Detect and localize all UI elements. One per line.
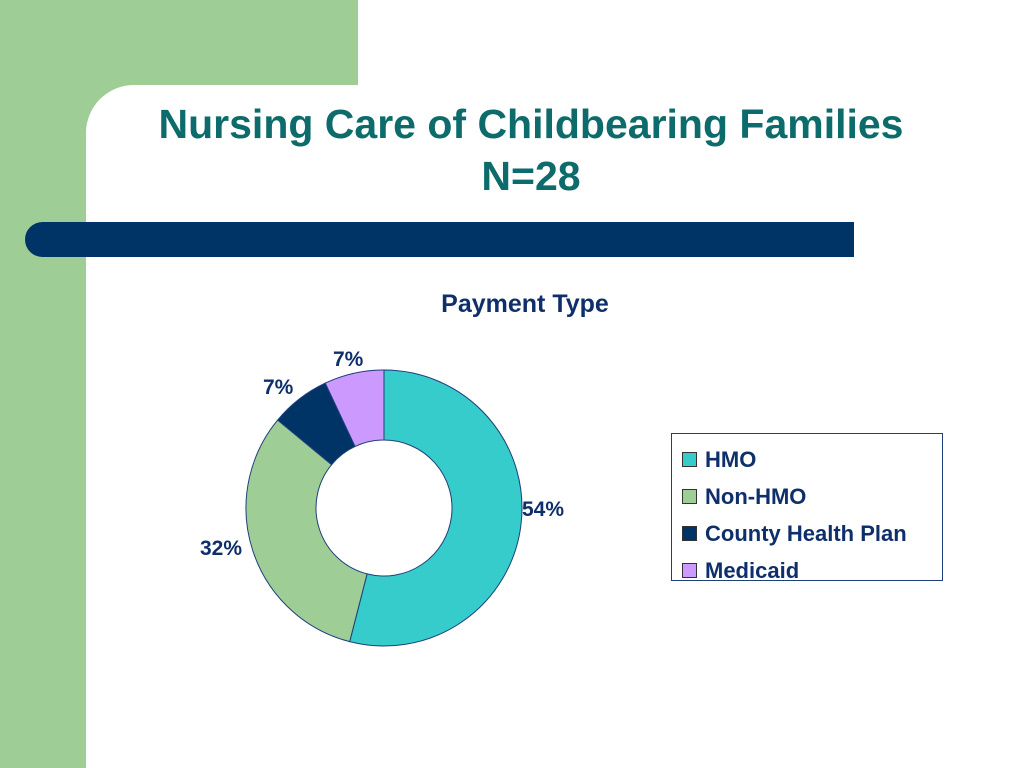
legend-swatch-county-health-plan — [682, 526, 697, 541]
legend-item-non-hmo: Non-HMO — [672, 478, 942, 515]
title-divider-bar — [25, 222, 854, 257]
legend-swatch-hmo — [682, 452, 697, 467]
slide-title-line1: Nursing Care of Childbearing Families — [158, 101, 904, 147]
legend-label-hmo: HMO — [705, 446, 757, 472]
slide-title-line2: N=28 — [481, 153, 581, 199]
data-label-non-hmo: 32% — [200, 537, 243, 560]
legend-item-hmo: HMO — [672, 441, 942, 478]
data-label-county-health-plan: 7% — [263, 376, 294, 399]
data-label-medicaid: 7% — [333, 348, 364, 371]
legend-label-non-hmo: Non-HMO — [705, 483, 807, 509]
chart-title: Payment Type — [441, 290, 609, 318]
legend-item-county-health-plan: County Health Plan — [672, 515, 942, 552]
data-label-hmo: 54% — [522, 498, 565, 521]
doughnut-slice-non-hmo — [245, 419, 368, 643]
slide-title: Nursing Care of Childbearing Families N=… — [86, 98, 976, 202]
doughnut-slice-medicaid — [324, 369, 385, 448]
legend-label-medicaid: Medicaid — [705, 557, 800, 583]
legend-label-county-health-plan: County Health Plan — [705, 520, 907, 546]
chart-legend: HMO Non-HMO County Health Plan Medicaid — [671, 433, 943, 583]
legend-swatch-non-hmo — [682, 489, 697, 504]
legend-item-medicaid: Medicaid — [672, 552, 942, 589]
doughnut-slice-hmo — [349, 369, 523, 647]
legend-swatch-medicaid — [682, 563, 697, 578]
